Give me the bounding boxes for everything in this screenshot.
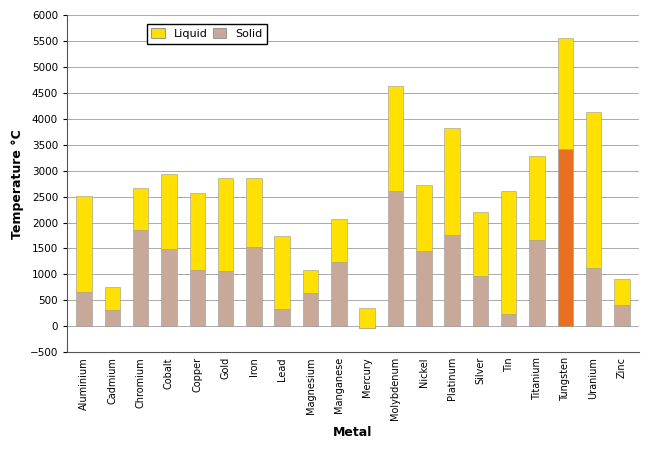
Bar: [190, 270, 205, 326]
Bar: [529, 156, 545, 240]
Bar: [586, 112, 601, 268]
Bar: [387, 190, 403, 326]
Bar: [444, 234, 460, 326]
Bar: [529, 240, 545, 326]
Bar: [105, 310, 120, 326]
Bar: [558, 149, 573, 326]
Bar: [161, 249, 177, 326]
Bar: [416, 251, 432, 326]
Bar: [614, 305, 630, 326]
Bar: [501, 314, 517, 326]
Bar: [218, 178, 233, 271]
Bar: [190, 194, 205, 270]
Legend: Liquid, Solid: Liquid, Solid: [147, 24, 267, 44]
Bar: [303, 292, 318, 326]
X-axis label: Metal: Metal: [333, 426, 372, 439]
Bar: [133, 230, 148, 326]
Bar: [359, 308, 375, 328]
Bar: [76, 292, 92, 326]
Bar: [76, 196, 92, 292]
Bar: [274, 309, 290, 326]
Bar: [246, 178, 262, 247]
Bar: [614, 279, 630, 305]
Bar: [473, 276, 488, 326]
Bar: [246, 247, 262, 326]
Bar: [359, 326, 375, 328]
Bar: [133, 188, 148, 230]
Bar: [331, 220, 346, 262]
Bar: [501, 191, 517, 314]
Y-axis label: Temperature °C: Temperature °C: [11, 129, 24, 238]
Bar: [274, 236, 290, 309]
Bar: [331, 262, 346, 326]
Bar: [303, 270, 318, 293]
Bar: [161, 175, 177, 249]
Bar: [218, 271, 233, 326]
Bar: [586, 268, 601, 326]
Bar: [105, 287, 120, 310]
Bar: [416, 184, 432, 251]
Bar: [444, 128, 460, 234]
Bar: [558, 38, 573, 149]
Bar: [387, 86, 403, 190]
Bar: [473, 212, 488, 276]
